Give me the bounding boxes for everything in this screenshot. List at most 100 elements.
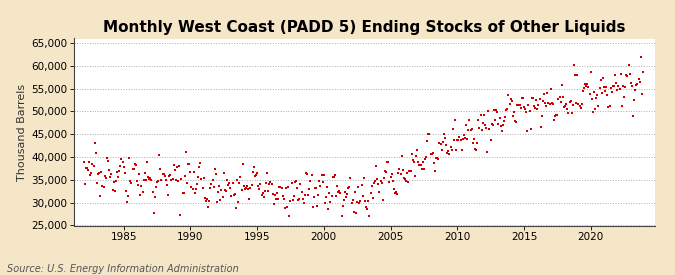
Point: [542, 90, 553, 95]
Point: [315, 184, 326, 188]
Point: [321, 195, 331, 200]
Point: [171, 178, 182, 183]
Point: [565, 99, 576, 103]
Point: [278, 197, 289, 202]
Point: [477, 121, 488, 125]
Point: [410, 174, 421, 178]
Point: [470, 146, 481, 151]
Point: [573, 101, 584, 106]
Point: [259, 195, 269, 199]
Point: [526, 95, 537, 100]
Point: [635, 55, 646, 59]
Point: [614, 87, 625, 91]
Point: [116, 157, 127, 161]
Point: [235, 175, 246, 179]
Point: [405, 169, 416, 173]
Point: [310, 185, 321, 190]
Point: [111, 170, 122, 175]
Point: [264, 182, 275, 187]
Point: [623, 63, 634, 68]
Point: [427, 151, 438, 155]
Point: [277, 194, 288, 198]
Point: [594, 86, 605, 90]
Point: [142, 175, 153, 179]
Point: [416, 167, 427, 172]
Point: [537, 99, 548, 103]
Point: [113, 175, 124, 179]
Point: [620, 84, 630, 89]
Point: [279, 205, 290, 210]
Point: [462, 137, 472, 141]
Point: [408, 160, 419, 164]
Point: [196, 177, 207, 181]
Point: [489, 117, 500, 122]
Point: [499, 119, 510, 123]
Point: [230, 192, 240, 196]
Point: [166, 178, 177, 182]
Point: [85, 173, 96, 177]
Point: [413, 160, 424, 164]
Point: [139, 171, 150, 175]
Point: [295, 181, 306, 186]
Point: [582, 82, 593, 86]
Point: [327, 174, 338, 179]
Point: [463, 127, 474, 132]
Point: [622, 74, 632, 78]
Point: [250, 173, 261, 177]
Point: [584, 91, 595, 96]
Point: [470, 147, 481, 152]
Point: [439, 131, 450, 136]
Point: [393, 170, 404, 175]
Point: [406, 151, 417, 156]
Point: [190, 187, 201, 191]
Point: [460, 136, 470, 140]
Point: [213, 189, 223, 194]
Point: [515, 106, 526, 110]
Point: [523, 102, 534, 107]
Point: [267, 192, 278, 196]
Point: [118, 165, 129, 170]
Point: [518, 105, 529, 110]
Point: [529, 104, 539, 109]
Point: [144, 177, 155, 181]
Point: [200, 198, 211, 203]
Point: [125, 179, 136, 183]
Point: [558, 95, 568, 100]
Point: [631, 82, 642, 87]
Point: [247, 170, 258, 175]
Point: [539, 92, 549, 97]
Point: [591, 95, 601, 100]
Point: [225, 186, 236, 191]
Point: [616, 104, 627, 108]
Point: [415, 163, 426, 168]
Point: [164, 174, 175, 178]
Point: [597, 91, 608, 95]
Point: [514, 103, 525, 108]
Point: [414, 163, 425, 167]
Point: [593, 103, 604, 108]
Point: [597, 76, 608, 81]
Point: [122, 200, 132, 204]
Point: [194, 164, 205, 169]
Point: [316, 173, 327, 177]
Point: [256, 192, 267, 197]
Point: [448, 138, 459, 142]
Point: [202, 197, 213, 201]
Point: [533, 103, 544, 107]
Point: [574, 104, 585, 108]
Point: [342, 192, 352, 196]
Point: [382, 160, 393, 164]
Point: [480, 123, 491, 127]
Title: Monthly West Coast (PADD 5) Ending Stocks of Other Liquids: Monthly West Coast (PADD 5) Ending Stock…: [103, 20, 626, 35]
Point: [352, 199, 362, 204]
Point: [583, 85, 594, 90]
Point: [161, 182, 172, 187]
Point: [502, 107, 513, 111]
Point: [292, 186, 302, 191]
Point: [90, 151, 101, 155]
Point: [186, 185, 197, 189]
Point: [109, 189, 120, 193]
Point: [92, 172, 103, 177]
Point: [381, 170, 392, 174]
Point: [163, 192, 173, 197]
